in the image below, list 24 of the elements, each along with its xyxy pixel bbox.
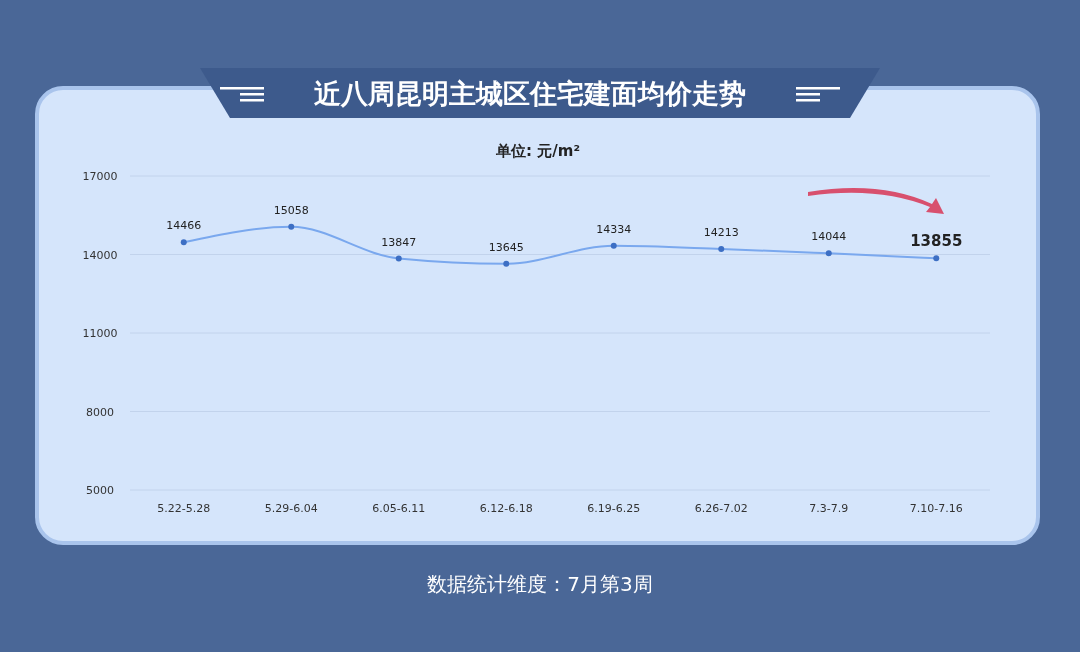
data-label: 14044 — [811, 230, 847, 244]
data-label: 14466 — [166, 219, 202, 233]
y-tick-label: 8000 — [86, 405, 114, 419]
data-label: 13855 — [910, 232, 963, 251]
data-label: 13847 — [381, 235, 417, 249]
y-tick-label: 11000 — [82, 327, 118, 340]
y-tick-label: 5000 — [86, 484, 114, 497]
y-tick-label: 17000 — [82, 170, 118, 183]
x-tick-label: 6.05-6.11 — [372, 502, 426, 515]
data-label: 14334 — [596, 222, 632, 236]
x-tick-label: 5.29-6.04 — [264, 502, 318, 515]
data-label: 15058 — [273, 203, 309, 217]
text: 数据统计维度：7月第3周 — [427, 572, 653, 596]
x-tick-label: 6.26-7.02 — [694, 502, 748, 515]
x-tick-label: 7.10-7.16 — [909, 502, 963, 515]
data-label: 14213 — [703, 225, 739, 239]
data-label: 13645 — [488, 240, 524, 254]
chart-title: 近八周昆明主城区住宅建面均价走势 — [314, 78, 746, 109]
y-tick-label: 14000 — [82, 248, 118, 262]
x-tick-label: 6.12-6.18 — [479, 502, 533, 515]
x-tick-label: 7.3-7.9 — [809, 502, 849, 515]
x-tick-label: 5.22-5.28 — [157, 502, 211, 515]
chart-subtitle: 单位: 元/m² — [495, 142, 580, 160]
x-tick-label: 6.19-6.25 — [587, 502, 641, 515]
